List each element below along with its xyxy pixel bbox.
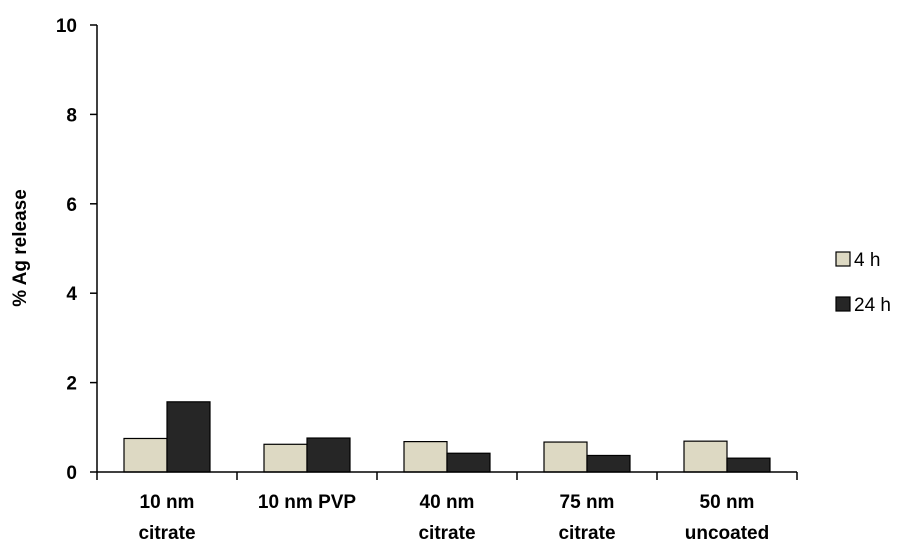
legend-swatch — [835, 251, 851, 267]
x-category-label: 10 nm PVP — [258, 492, 357, 513]
bar-series — [123, 401, 771, 473]
bar-24h — [166, 401, 211, 473]
bar-24h — [446, 452, 491, 473]
x-category-label: 40 nm citrate — [418, 492, 475, 544]
legend-label: 24 h — [854, 295, 891, 316]
y-axis-ticks: 0 2 4 6 8 10 — [56, 16, 97, 484]
bar-4h — [543, 441, 588, 473]
y-tick-label: 10 — [56, 16, 77, 37]
y-tick-label: 4 — [66, 284, 77, 305]
bar-24h — [726, 457, 771, 473]
x-category-label: 50 nm uncoated — [685, 492, 769, 544]
y-tick-label: 8 — [66, 105, 77, 126]
bar-4h — [123, 437, 168, 473]
axes — [96, 25, 797, 473]
y-tick-label: 6 — [66, 195, 77, 216]
bar-24h — [586, 454, 631, 473]
bar-4h — [683, 440, 728, 473]
x-category-label: 75 nm citrate — [558, 492, 615, 544]
legend-label: 4 h — [854, 250, 880, 271]
bar-24h — [306, 437, 351, 473]
y-axis-title: % Ag release — [10, 189, 31, 307]
y-tick-label: 2 — [66, 374, 77, 395]
x-category-label: 10 nm citrate — [138, 492, 195, 544]
bar-4h — [403, 441, 448, 473]
x-axis-category-labels: 10 nm citrate 10 nm PVP 40 nm citrate 75 nm ci… — [96, 472, 798, 544]
legend: 4 h 24 h — [835, 250, 891, 316]
y-tick-label: 0 — [66, 463, 77, 484]
bar-4h — [263, 443, 308, 473]
legend-swatch — [835, 296, 851, 312]
